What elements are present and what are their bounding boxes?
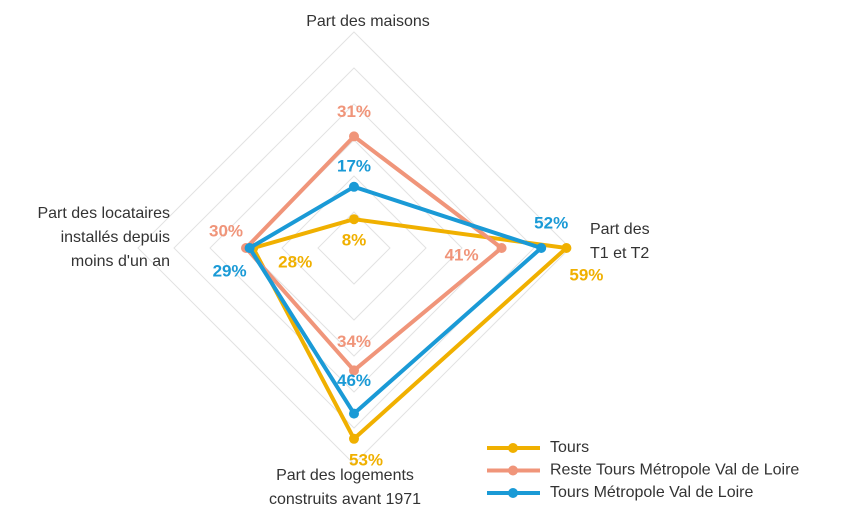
axis-label: construits avant 1971: [269, 491, 421, 508]
value-label: 29%: [213, 261, 247, 280]
point: [244, 243, 255, 253]
value-label: 46%: [337, 371, 371, 390]
value-label: 53%: [349, 450, 383, 469]
value-label: 52%: [534, 213, 568, 232]
grid-ring: [137, 31, 571, 465]
point: [349, 214, 359, 225]
legend-label: Tours: [550, 439, 589, 456]
axis-label: Part des locataires: [37, 205, 170, 222]
grid-ring: [173, 67, 535, 429]
value-label: 28%: [278, 252, 312, 271]
legend-dot: [508, 443, 518, 453]
value-label: 59%: [569, 265, 603, 284]
point: [349, 131, 359, 142]
grid-ring: [209, 103, 499, 393]
value-label: 41%: [445, 245, 479, 264]
axis-label: T1 et T2: [590, 245, 649, 262]
legend-dot: [508, 465, 518, 476]
point: [349, 433, 359, 444]
point: [349, 365, 359, 376]
axis-label: installés depuis: [61, 229, 170, 246]
point: [561, 243, 572, 253]
value-label: 30%: [209, 221, 243, 240]
legend-label: Reste Tours Métropole Val de Loire: [550, 462, 799, 479]
value-label: 31%: [337, 102, 371, 121]
point: [536, 243, 547, 253]
legend-dot: [508, 488, 518, 498]
point: [496, 243, 507, 253]
axis-label: moins d'un an: [71, 253, 170, 270]
axis-label: Part des: [590, 221, 650, 238]
point: [349, 408, 359, 419]
axis-label: Part des maisons: [306, 13, 430, 30]
legend-label: Tours Métropole Val de Loire: [550, 484, 753, 501]
grid-ring: [317, 211, 391, 285]
value-label: 17%: [337, 156, 371, 175]
value-label: 8%: [342, 231, 367, 250]
value-label: 34%: [337, 332, 371, 351]
axis-label: Part des logements: [276, 467, 414, 484]
point: [349, 181, 359, 192]
